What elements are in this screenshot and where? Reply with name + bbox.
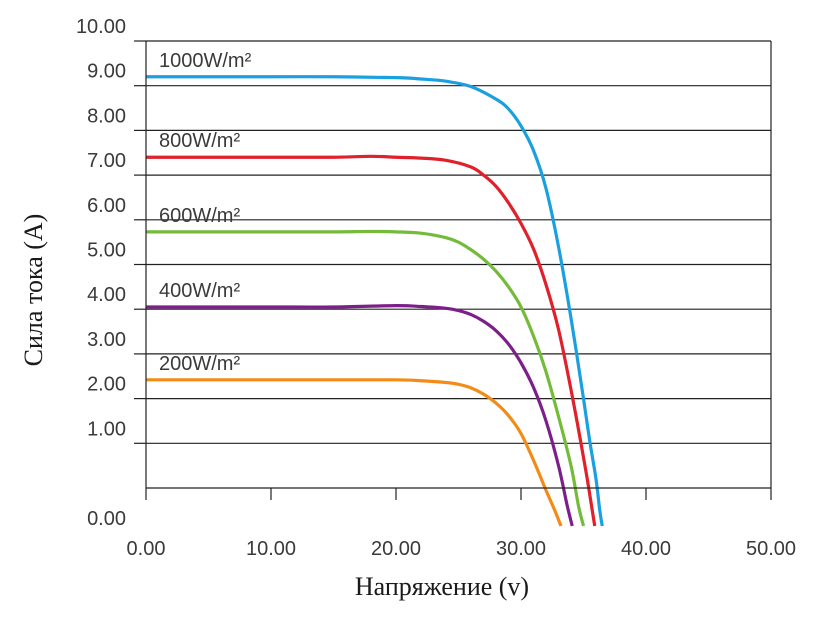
y-tick-label: 0.00	[87, 508, 126, 530]
x-tick-labels: 0.00 10.00 20.00 30.00 40.00 50.00	[127, 538, 797, 560]
y-tick-label: 6.00	[87, 195, 126, 217]
series-label: 800W/m²	[159, 130, 240, 152]
series-label: 200W/m²	[159, 353, 240, 375]
series-label: 600W/m²	[159, 205, 240, 227]
y-tick-label: 8.00	[87, 105, 126, 127]
y-tick-label: 5.00	[87, 240, 126, 262]
y-tick-label: 3.00	[87, 329, 126, 351]
x-tick-label: 50.00	[746, 538, 796, 560]
x-tick-label: 30.00	[496, 538, 546, 560]
y-tick-label: 7.00	[87, 150, 126, 172]
series-line	[146, 229, 586, 527]
y-tick-label: 9.00	[87, 61, 126, 83]
series-label: 1000W/m²	[159, 50, 252, 72]
x-tick-label: 0.00	[127, 538, 166, 560]
x-axis-title: Напряжение (v)	[355, 572, 529, 601]
gridlines	[146, 40, 771, 444]
y-axis-title: Сила тока (A)	[19, 214, 48, 367]
x-tick-label: 20.00	[371, 538, 421, 560]
series-line	[146, 154, 597, 527]
y-tick-label: 2.00	[87, 374, 126, 396]
series-labels: 1000W/m² 800W/m² 600W/m² 400W/m² 200W/m²	[159, 50, 252, 375]
y-tick-label: 4.00	[87, 284, 126, 306]
y-tick-labels: 0.00 1.00 2.00 3.00 4.00 5.00 6.00 7.00 8.00 9.00…	[76, 16, 126, 530]
series-line	[146, 304, 574, 527]
x-tick-label: 40.00	[621, 538, 671, 560]
series-lines	[146, 75, 604, 527]
series-line	[146, 378, 563, 527]
series-line	[146, 75, 604, 527]
x-tick-label: 10.00	[246, 538, 296, 560]
y-tick-label: 1.00	[87, 418, 126, 440]
series-label: 400W/m²	[159, 280, 240, 302]
axes	[134, 40, 772, 500]
y-tick-label: 10.00	[76, 16, 126, 38]
